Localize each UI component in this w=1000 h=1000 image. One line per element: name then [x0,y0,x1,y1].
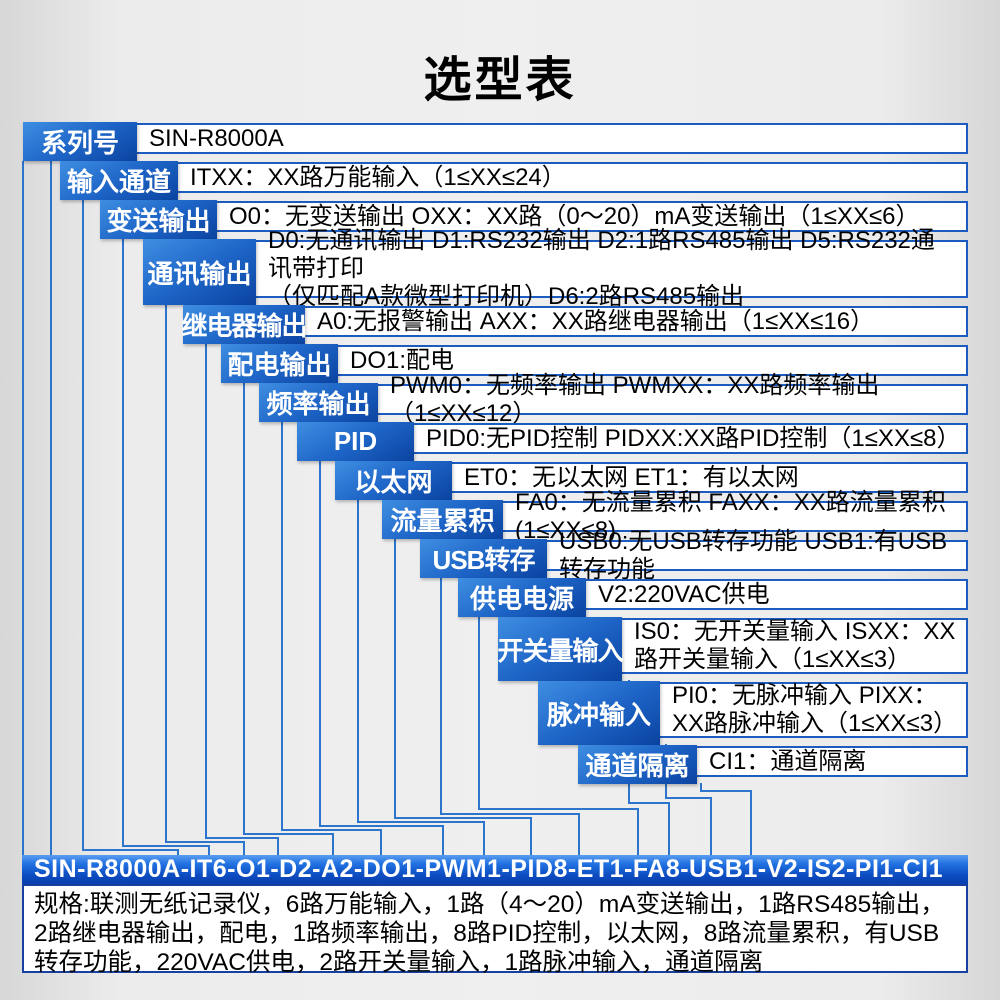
option-label: 流量累积 [382,500,503,539]
option-desc: D0:无通讯输出 D1:RS232输出 D2:1路RS485输出 D5:RS23… [254,227,968,310]
leader-line [165,841,245,843]
option-desc: PI0：无脉冲输入 PIXX：XX路脉冲输入（1≤XX≤3） [658,682,968,738]
option-desc: CI1：通道隔离 [695,746,968,777]
leader-line [177,849,179,855]
leader-line [82,849,179,851]
option-desc: V2:220VAC供电 [584,579,968,610]
leader-line [530,817,532,855]
option-desc: IS0：无开关量输入 ISXX：XX路开关量输入（1≤XX≤3） [620,618,968,674]
option-label: 系列号 [23,122,137,161]
leader-line [440,813,580,815]
option-label: 配电输出 [221,344,338,383]
option-label: 脉冲输入 [538,681,660,745]
leader-line [710,797,712,855]
leader-line [332,833,334,855]
leader-line [628,802,670,804]
leader-line [700,783,702,790]
leader-line [122,845,210,847]
option-label: 通讯输出 [143,239,256,305]
leader-line [750,790,752,855]
option-label: USB转存 [420,539,547,578]
leader-line [578,813,580,855]
leader-line [478,808,639,810]
option-desc: FA0：无流量累积 FAXX：XX路流量累积(1≤XX≤8) [501,489,968,544]
leader-line [700,790,752,792]
leader-line [668,802,670,855]
option-label: 频率输出 [259,383,378,422]
leader-line [319,825,444,827]
page-title: 选型表 [423,54,577,107]
leader-line [281,829,382,831]
leader-line [394,817,532,819]
option-label: PID [297,422,414,461]
leader-line [394,538,396,817]
leader-line [50,160,52,855]
leader-line [165,304,167,841]
leader-line [243,382,245,833]
leader-line [357,499,359,821]
leader-line [122,238,124,845]
leader-line [483,821,485,855]
option-label: 供电电源 [458,578,586,617]
leader-line [637,808,639,855]
option-desc: PID0:无PID控制 PIDXX:XX路PID控制（1≤XX≤8） [412,423,968,454]
leader-line [243,833,334,835]
option-desc: DO1:配电 [336,345,968,376]
leader-line [442,825,444,855]
option-label: 变送输出 [100,200,217,239]
spec-box: 规格:联测无纸记录仪，6路万能输入，1路（4～20）mA变送输出，1路RS485… [22,884,968,976]
leader-line [208,845,210,855]
option-desc: USB0:无USB转存功能 USB1:有USB转存功能 [545,528,968,583]
leader-line [665,797,712,799]
leader-line [380,829,382,855]
leader-line [205,343,207,837]
leader-line [205,837,279,839]
option-desc: SIN-R8000A [135,123,968,154]
option-label: 通道隔离 [578,745,697,784]
leader-line [319,460,321,825]
option-desc: O0：无变送输出 OXX：XX路（0～20）mA变送输出（1≤XX≤6） [215,201,968,232]
leader-line [82,199,84,849]
leader-line [281,421,283,829]
option-label: 继电器输出 [182,305,308,344]
leader-line [277,837,279,855]
option-desc: PWM0：无频率输出 PWMXX：XX路频率输出（1≤XX≤12） [376,372,968,427]
model-code-bar: SIN-R8000A-IT6-O1-D2-A2-DO1-PWM1-PID8-ET… [22,855,968,884]
option-label: 以太网 [335,461,452,500]
leader-line [478,616,480,808]
leader-line [22,161,24,855]
leader-line [440,577,442,813]
leader-line [243,841,245,855]
option-label: 开关量输入 [498,617,624,681]
leader-line [357,821,485,823]
option-label: 输入通道 [60,161,178,200]
option-desc: ITXX：XX路万能输入（1≤XX≤24） [176,162,968,193]
option-desc: A0:无报警输出 AXX：XX路继电器输出（1≤XX≤16） [303,306,968,337]
